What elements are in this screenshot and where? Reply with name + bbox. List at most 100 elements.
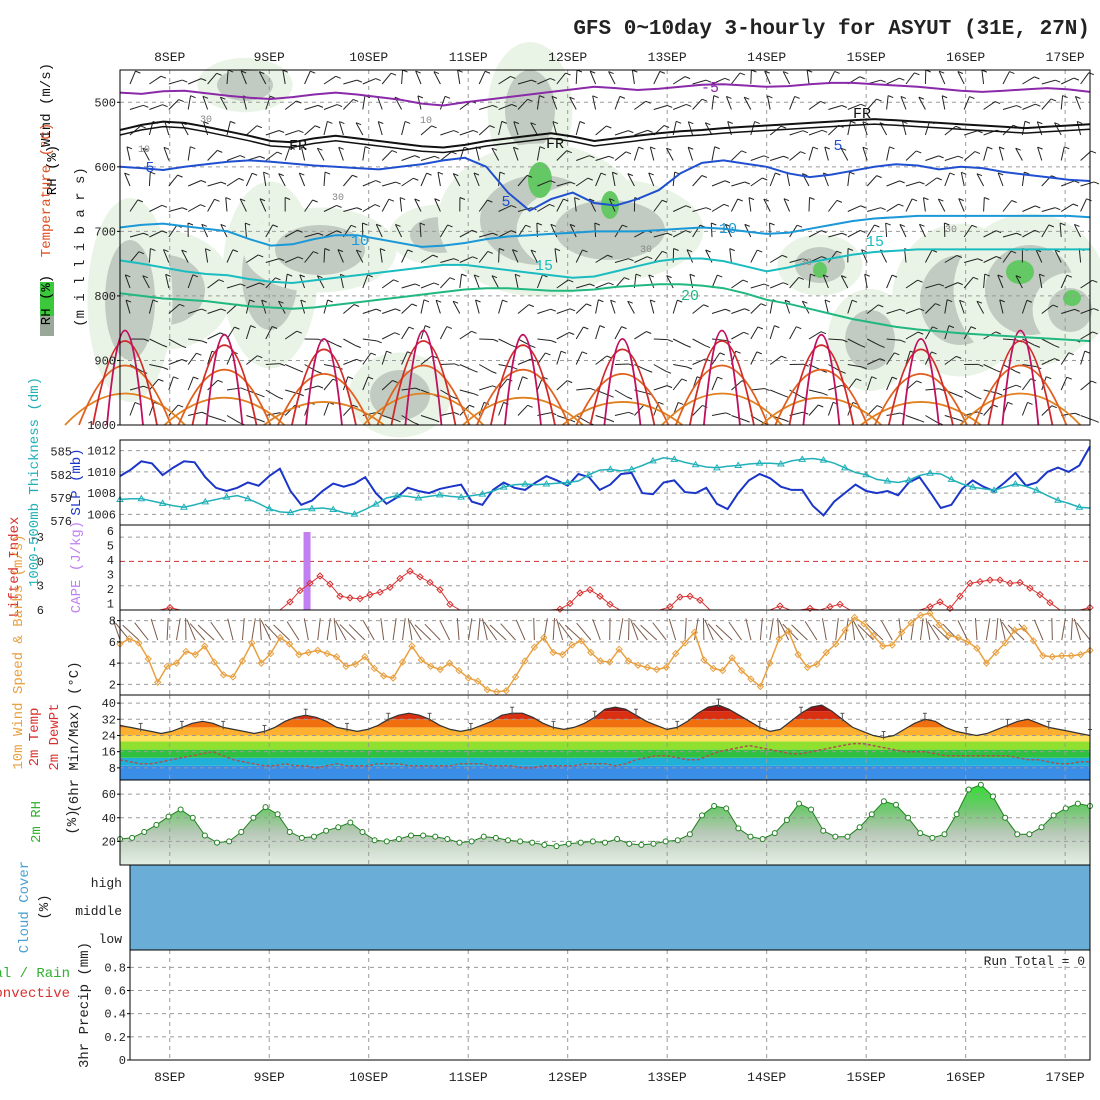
ua-barb-41-5 (922, 197, 926, 212)
ua-barb-1-3 (142, 147, 150, 161)
wind-barb-31 (407, 618, 413, 641)
ua-barb-28-1 (673, 103, 687, 110)
wind-barb-41 (489, 624, 507, 641)
ua-barb-10-5 (323, 204, 337, 212)
wind-barb-88 (932, 624, 950, 641)
ua-barb-flag-35-3 (812, 146, 819, 150)
ua-barb-flag-11-1 (352, 98, 359, 102)
ua-barb-43-12 (963, 389, 977, 398)
ua-barb-1-8 (142, 275, 150, 289)
rh-ytick-0: 60 (102, 788, 116, 802)
ua-barb-flag-31-11 (735, 350, 741, 354)
wind-speed-marker-13 (238, 657, 247, 665)
ua-barb-flag-20-8 (515, 273, 521, 277)
wind-speed-marker-10 (210, 658, 218, 666)
ua-barb-flag-2-10 (180, 345, 187, 349)
ua-barb-flag-17-4 (453, 173, 459, 177)
ua-barb-18-2 (478, 125, 490, 136)
wind-speed-marker-44 (530, 643, 539, 651)
ua-barb-44-5 (983, 197, 985, 212)
ua-barb-46-10 (1022, 338, 1036, 346)
rh-marker-69 (953, 811, 960, 818)
ua-barb-flag-38-11 (879, 358, 886, 362)
ua-barb-flag-23-1 (569, 96, 575, 100)
ua-barb-flag-0-9 (125, 299, 132, 303)
ua-barb-flag-12-5 (374, 204, 381, 208)
ua-barb-flag-14-12 (415, 387, 421, 391)
rh-marker-66 (917, 830, 924, 837)
ua-barb-flag-16-1 (444, 95, 451, 99)
ua-barb-flag-37-6 (859, 229, 866, 233)
ua-barb-4-8 (207, 279, 220, 289)
ua-barb-26-9 (627, 300, 635, 314)
li-marker-83 (946, 604, 954, 613)
li-marker-26 (376, 588, 384, 596)
ua-warm-arc-0-3 (106, 329, 144, 426)
ua-barb-15-6 (419, 222, 422, 238)
ua-barb-12-9 (362, 308, 377, 314)
ua-barb-flag-40-0 (914, 72, 920, 76)
ua-barb-flag-35-1 (820, 100, 826, 104)
contour-label-11: 20 (681, 288, 699, 305)
wind-speed-marker-62 (700, 656, 708, 664)
ua-barb-flag-30-9 (725, 308, 731, 312)
thickness-marker-60 (755, 459, 764, 466)
ua-barb-flag-39-8 (891, 274, 898, 278)
ua-barb-flag-12-6 (362, 222, 368, 226)
ua-barb-32-12 (750, 388, 765, 391)
ua-barb-29-10 (692, 338, 706, 346)
ua-ytick-0: 500 (94, 96, 116, 110)
ua-barb-flag-23-5 (574, 197, 580, 201)
ua-barb-flag-1-12 (158, 378, 164, 382)
ua-warm-arc-5-2 (589, 348, 656, 426)
date-label-top-8: 16SEP (946, 50, 985, 65)
ua-barb-flag-6-5 (239, 198, 246, 202)
ua-barb-18-1 (479, 104, 493, 110)
pr-ytick-1: 0.6 (104, 985, 126, 999)
ua-barb-flag-25-7 (628, 258, 634, 262)
ua-barb-9-6 (304, 232, 319, 238)
ua-warm-arc-0-2 (92, 340, 158, 426)
grid-layer (120, 70, 1090, 1060)
wind-speed-marker-33 (427, 662, 435, 671)
ua-barb-flag-12-4 (375, 180, 381, 184)
wind-speed-marker-34 (436, 665, 444, 674)
ua-barb-flag-9-12 (317, 385, 324, 389)
ua-barb-flag-8-7 (297, 256, 304, 260)
ua-barb-flag-16-3 (451, 151, 457, 155)
wind-barb-25 (339, 624, 356, 641)
ua-barb-flag-9-0 (310, 70, 316, 74)
rh-marker-17 (323, 827, 330, 834)
ua-barb-flag-0-8 (125, 274, 131, 278)
ua-barb-flag-30-6 (711, 222, 717, 226)
wind-barb-55 (630, 619, 639, 641)
rh-marker-24 (408, 832, 414, 839)
ua-barb-flag-29-10 (704, 345, 711, 348)
ua-barb-7-4 (263, 172, 267, 187)
ua-barb-48-5 (1060, 203, 1074, 212)
ua-barb-35-1 (808, 101, 821, 110)
wind-speed-marker-71 (784, 627, 793, 635)
text-layer: 8SEP8SEP9SEP9SEP10SEP10SEP11SEP11SEP12SE… (0, 50, 1085, 1085)
ua-barb-flag-12-0 (375, 78, 381, 81)
ua-barb-flag-9-6 (317, 232, 324, 236)
ua-barb-flag-29-7 (686, 249, 693, 253)
wind-speed-marker-84 (907, 619, 915, 627)
wind-speed-marker-81 (879, 642, 887, 650)
ua-barb-12-12 (362, 376, 369, 391)
background-layer (40, 42, 1100, 950)
ua-barb-6-13 (246, 415, 260, 421)
ua-barb-29-9 (692, 304, 704, 314)
ua-barb-23-0 (575, 69, 578, 85)
wind-speed-marker-42 (511, 673, 520, 681)
ua-barb-42-8 (944, 282, 958, 289)
ua-barb-flag-16-11 (454, 363, 460, 367)
ua-barb-flag-20-1 (527, 98, 533, 102)
wind-barb-56 (632, 622, 648, 641)
wind-barb-61 (693, 618, 699, 641)
ua-barb-23-9 (575, 303, 587, 314)
ua-barb-flag-20-6 (525, 224, 531, 228)
ua-barb-21-9 (537, 308, 551, 314)
ua-barb-flag-36-7 (836, 250, 842, 254)
ua-barb-flag-9-1 (317, 104, 324, 108)
